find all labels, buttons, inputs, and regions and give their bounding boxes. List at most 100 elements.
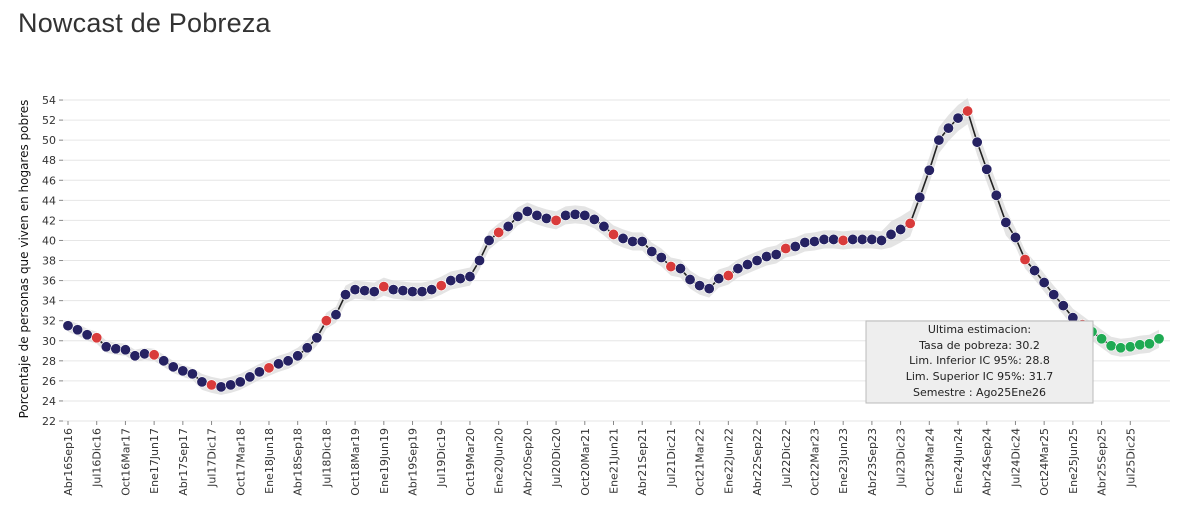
data-point-highlight[interactable]: [1019, 254, 1031, 266]
data-point-highlight[interactable]: [378, 281, 390, 293]
data-point[interactable]: [761, 251, 773, 263]
data-point[interactable]: [454, 273, 466, 285]
data-point[interactable]: [301, 342, 313, 354]
data-point[interactable]: [62, 320, 74, 332]
data-point[interactable]: [952, 112, 964, 124]
data-point[interactable]: [464, 271, 476, 283]
data-point[interactable]: [875, 234, 887, 246]
data-point[interactable]: [694, 280, 706, 292]
data-point[interactable]: [1048, 289, 1060, 301]
data-point[interactable]: [732, 263, 744, 275]
data-point-highlight[interactable]: [607, 228, 619, 240]
data-point[interactable]: [416, 286, 428, 298]
data-point[interactable]: [139, 348, 151, 360]
data-point-estimate[interactable]: [1153, 333, 1165, 345]
data-point[interactable]: [158, 355, 170, 367]
data-point-estimate[interactable]: [1124, 341, 1136, 353]
data-point[interactable]: [741, 259, 753, 271]
data-point[interactable]: [923, 164, 935, 176]
data-point[interactable]: [196, 376, 208, 388]
data-point[interactable]: [560, 209, 572, 221]
data-point[interactable]: [311, 332, 323, 344]
data-point[interactable]: [100, 341, 112, 353]
data-point[interactable]: [474, 255, 486, 267]
data-point[interactable]: [588, 213, 600, 225]
data-point[interactable]: [981, 163, 993, 175]
data-point[interactable]: [531, 209, 543, 221]
data-point-highlight[interactable]: [148, 349, 160, 361]
data-point-estimate[interactable]: [1143, 338, 1155, 350]
data-points[interactable]: [62, 105, 1165, 393]
data-point[interactable]: [72, 324, 84, 336]
data-point[interactable]: [292, 350, 304, 362]
data-point[interactable]: [674, 263, 686, 275]
data-point[interactable]: [512, 210, 524, 222]
data-point[interactable]: [541, 212, 553, 224]
data-point[interactable]: [244, 371, 256, 383]
data-point-highlight[interactable]: [493, 226, 505, 238]
data-point-highlight[interactable]: [904, 217, 916, 229]
data-point[interactable]: [445, 275, 457, 287]
data-point-highlight[interactable]: [550, 214, 562, 226]
data-point[interactable]: [789, 240, 801, 252]
data-point-highlight[interactable]: [665, 261, 677, 273]
data-point[interactable]: [799, 236, 811, 248]
data-point[interactable]: [397, 285, 409, 297]
data-point[interactable]: [1057, 300, 1069, 312]
data-point[interactable]: [713, 273, 725, 285]
data-point-highlight[interactable]: [435, 280, 447, 292]
data-point[interactable]: [273, 358, 285, 370]
data-point-estimate[interactable]: [1096, 333, 1108, 345]
data-point[interactable]: [1000, 216, 1012, 228]
data-point-estimate[interactable]: [1134, 339, 1146, 351]
data-point[interactable]: [770, 249, 782, 261]
data-point[interactable]: [703, 283, 715, 295]
data-point[interactable]: [646, 245, 658, 257]
data-point-estimate[interactable]: [1105, 340, 1117, 352]
data-point[interactable]: [942, 122, 954, 134]
data-point[interactable]: [828, 233, 840, 245]
data-point[interactable]: [808, 235, 820, 247]
data-point-highlight[interactable]: [962, 105, 974, 117]
data-point-highlight[interactable]: [206, 379, 218, 391]
data-point[interactable]: [866, 233, 878, 245]
data-point-highlight[interactable]: [780, 242, 792, 254]
data-point[interactable]: [569, 208, 581, 220]
data-point[interactable]: [502, 220, 514, 232]
data-point-highlight[interactable]: [91, 332, 103, 344]
data-point[interactable]: [847, 233, 859, 245]
data-point[interactable]: [330, 309, 342, 321]
data-point[interactable]: [1009, 231, 1021, 243]
data-point[interactable]: [167, 361, 179, 373]
data-point[interactable]: [818, 233, 830, 245]
data-point[interactable]: [483, 234, 495, 246]
data-point[interactable]: [129, 350, 141, 362]
data-point[interactable]: [914, 191, 926, 203]
data-point[interactable]: [627, 235, 639, 247]
data-point[interactable]: [426, 284, 438, 296]
data-point[interactable]: [990, 189, 1002, 201]
data-point[interactable]: [407, 286, 419, 298]
data-point[interactable]: [349, 284, 361, 296]
data-point[interactable]: [119, 344, 131, 356]
data-point[interactable]: [225, 379, 237, 391]
data-point[interactable]: [234, 376, 246, 388]
data-point[interactable]: [933, 134, 945, 146]
data-point[interactable]: [1038, 277, 1050, 289]
data-point[interactable]: [81, 329, 93, 341]
data-point[interactable]: [521, 205, 533, 217]
data-point[interactable]: [598, 220, 610, 232]
data-point[interactable]: [387, 284, 399, 296]
data-point[interactable]: [617, 232, 629, 244]
data-point[interactable]: [751, 255, 763, 267]
data-point[interactable]: [282, 355, 294, 367]
data-point[interactable]: [253, 366, 265, 378]
data-point-highlight[interactable]: [263, 362, 275, 374]
data-point[interactable]: [971, 136, 983, 148]
data-point[interactable]: [684, 274, 696, 286]
data-point[interactable]: [856, 233, 868, 245]
data-point[interactable]: [636, 235, 648, 247]
data-point-highlight[interactable]: [320, 315, 332, 327]
data-point[interactable]: [1029, 265, 1041, 277]
